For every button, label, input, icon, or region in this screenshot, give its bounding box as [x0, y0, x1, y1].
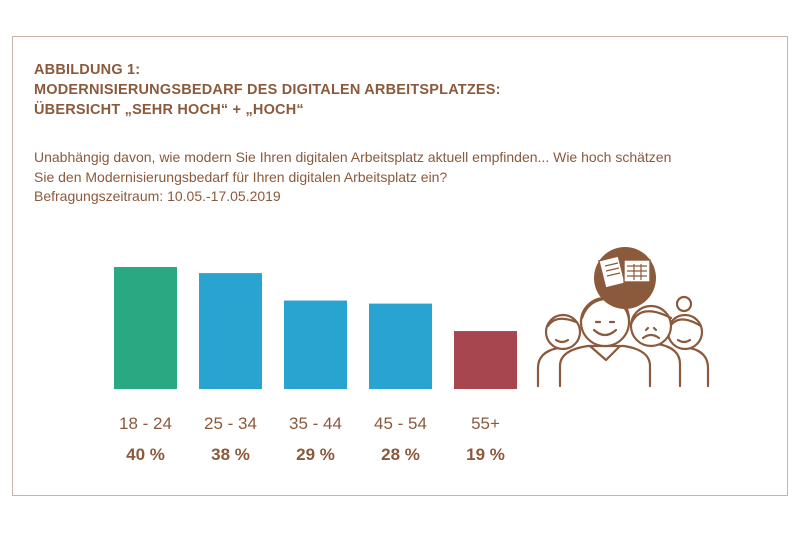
title-line-2: MODERNISIERUNGSBEDARF DES DIGITALEN ARBE…: [34, 82, 501, 98]
bar-5: [454, 331, 517, 389]
survey-question: Unabhängig davon, wie modern Sie Ihren d…: [34, 148, 784, 207]
title-line-1: ABBILDUNG 1:: [34, 62, 141, 78]
figure-frame: [12, 36, 788, 496]
value-label: 38 %: [211, 445, 250, 464]
people-group-with-documents-icon: [536, 247, 710, 388]
bar-3: [284, 300, 347, 389]
bar-2: [199, 273, 262, 389]
value-label: 29 %: [296, 445, 335, 464]
title-line-3: ÜBERSICHT „SEHR HOCH“ + „HOCH“: [34, 102, 304, 118]
x-tick-label: 25 - 34: [204, 414, 257, 433]
value-label: 40 %: [126, 445, 165, 464]
value-label: 19 %: [466, 445, 505, 464]
survey-period: Befragungszeitraum: 10.05.-17.05.2019: [34, 188, 281, 204]
x-tick-label: 18 - 24: [119, 414, 172, 433]
bar-4: [369, 303, 432, 389]
x-tick-label: 45 - 54: [374, 414, 427, 433]
question-line-2: Sie den Modernisierungsbedarf für Ihren …: [34, 168, 448, 185]
figure-title: ABBILDUNG 1: MODERNISIERUNGSBEDARF DES D…: [34, 60, 501, 120]
value-label: 28 %: [381, 445, 420, 464]
question-line-1: Unabhängig davon, wie modern Sie Ihren d…: [34, 149, 672, 165]
x-tick-label: 35 - 44: [289, 414, 342, 433]
bar-1: [114, 267, 177, 389]
x-tick-label: 55+: [471, 414, 500, 433]
